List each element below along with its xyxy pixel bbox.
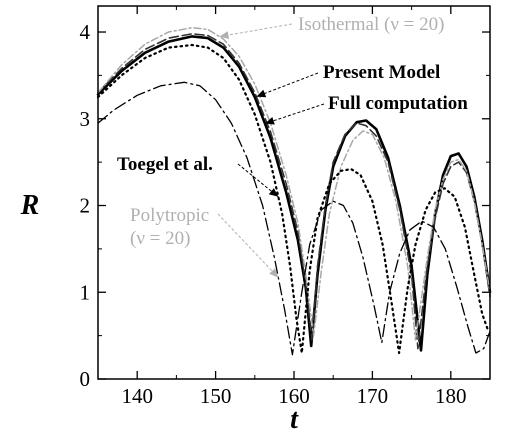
annotation-line: (ν = 20)	[130, 228, 190, 249]
annotation-line: Toegel et al.	[117, 154, 213, 175]
annotation-arrowhead-toegel	[268, 188, 279, 197]
annotation-label-polytropic: Polytropic (ν = 20)	[130, 205, 209, 249]
annotation-arrowhead-polytropic	[269, 268, 279, 278]
annotation-line: Isothermal (ν = 20)	[298, 14, 444, 35]
y-tick-label: 0	[80, 367, 91, 391]
annotation-label-present: Present Model	[323, 62, 440, 83]
annotation-arrowhead-present	[256, 89, 267, 98]
annotation-arrow-isothermal	[219, 23, 293, 38]
annotation-arrowhead-isothermal	[219, 31, 230, 39]
annotation-labels: Isothermal (ν = 20) Present Model Full com…	[117, 14, 468, 249]
y-tick-label: 2	[80, 194, 91, 218]
series-line-present	[97, 33, 491, 350]
annotation-arrow-present	[256, 72, 319, 98]
ticks-layer: 140 150 160 170 180 0 1 2 3 4	[80, 6, 491, 408]
annotation-label-toegel: Toegel et al.	[117, 154, 213, 175]
series-line-toegel	[96, 43, 490, 355]
annotation-label-full: Full computation	[328, 93, 468, 114]
y-tick-label: 1	[80, 280, 91, 304]
annotation-arrow-toegel	[237, 163, 279, 198]
annotation-line: Polytropic	[130, 205, 209, 226]
annotation-arrowhead-full	[265, 117, 275, 125]
annotation-line: Present Model	[323, 62, 440, 83]
x-tick-label: 170	[357, 384, 389, 408]
annotation-line: Full computation	[328, 93, 468, 114]
x-tick-label: 180	[435, 384, 467, 408]
y-tick-label: 3	[80, 107, 91, 131]
x-tick-label: 150	[200, 384, 232, 408]
x-axis-title: t	[290, 404, 299, 435]
annotation-label-isothermal: Isothermal (ν = 20)	[298, 14, 444, 35]
annotation-arrows	[217, 23, 325, 278]
x-tick-label: 160	[278, 384, 310, 408]
series-layer	[96, 26, 492, 356]
series-line-isothermal	[97, 26, 491, 341]
annotation-arrow-full	[264, 103, 325, 125]
series-line-polytropic	[97, 81, 491, 356]
annotation-arrow-polytropic	[217, 213, 279, 278]
y-axis-title: R	[20, 190, 40, 221]
x-tick-label: 140	[121, 384, 153, 408]
series-line-full	[96, 35, 492, 352]
y-tick-label: 4	[80, 20, 91, 44]
